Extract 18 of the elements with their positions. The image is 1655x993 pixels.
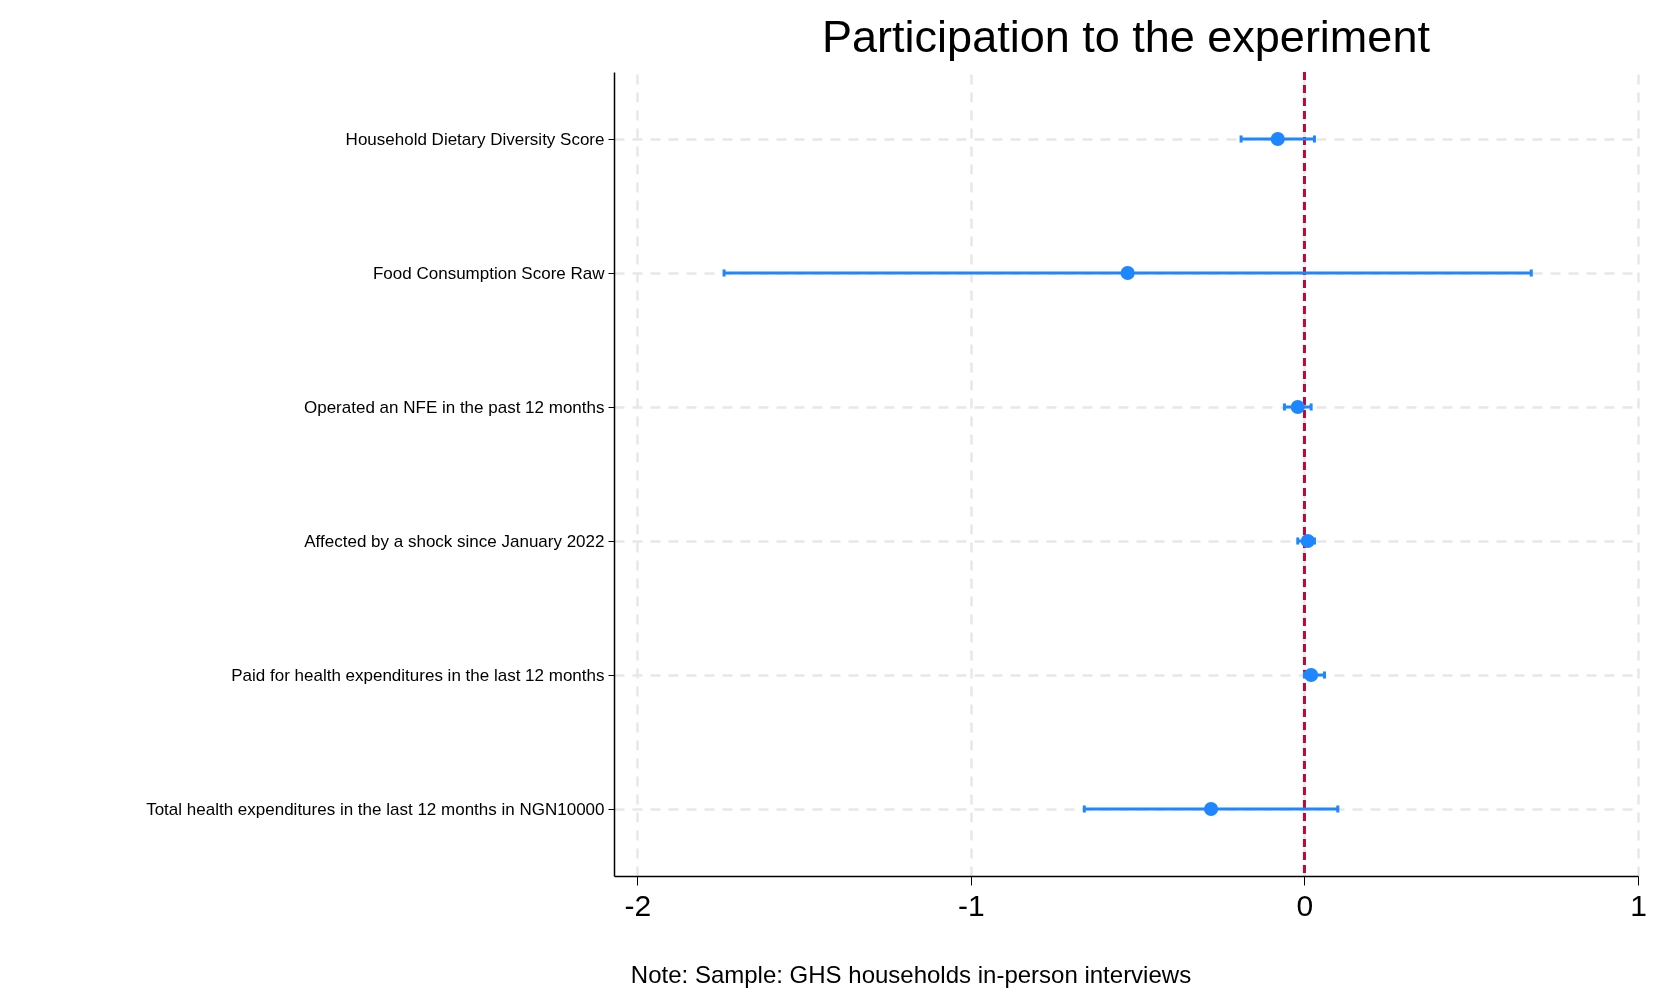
y-tick-label: Affected by a shock since January 2022 [304,531,605,551]
point [1304,667,1319,683]
y-tick-label: Total health expenditures in the last 12 months in NGN10000 [146,799,605,819]
text: Note: Sample: GHS households in-person interviews [630,961,1192,988]
point [1270,131,1285,147]
y-tick-label: Food Consumption Score Raw [372,263,606,283]
x-tick-label: -1 [958,888,985,922]
y-tick-label: Operated an NFE in the past 12 months [303,397,605,417]
x-tick-label: 0 [1296,888,1314,922]
x-tick-label: -2 [624,888,652,922]
chart-title: Participation to the experiment [822,10,1431,62]
point [1203,801,1219,817]
point [1300,533,1315,549]
x-tick-label: 1 [1630,888,1647,922]
y-tick-label: Paid for health expenditures in the last 12 months [231,665,605,685]
point [1290,399,1305,415]
point [1120,265,1135,281]
y-tick-label: Household Dietary Diversity Score [345,129,605,149]
